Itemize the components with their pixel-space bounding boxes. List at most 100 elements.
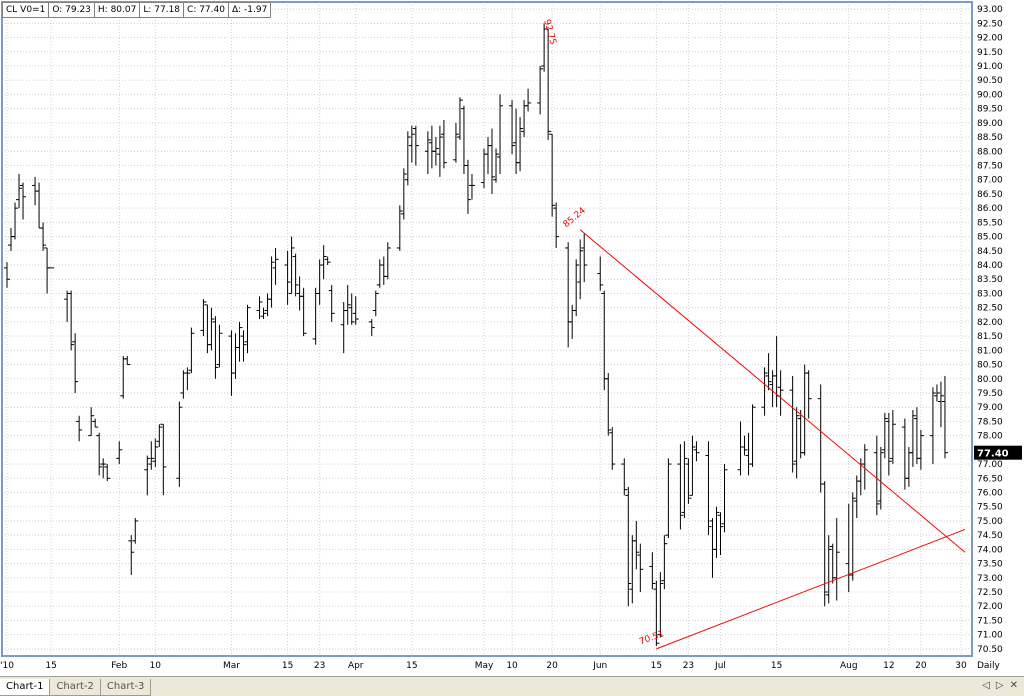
x-tick-label: 20 <box>915 661 927 671</box>
ohlc-bar <box>160 423 167 496</box>
x-tick-label: 10 <box>150 661 162 671</box>
tab-chart-3[interactable]: Chart-3 <box>99 679 152 696</box>
ohlc-bar <box>256 296 263 320</box>
tab-chart-2[interactable]: Chart-2 <box>49 679 101 696</box>
ohlc-bar <box>292 253 299 297</box>
high-value: H: 80.07 <box>95 3 141 17</box>
trendline <box>656 528 966 650</box>
x-tick-label: 23 <box>314 661 325 671</box>
x-tick-label: Feb <box>111 661 127 671</box>
y-tick-label: 74.00 <box>977 545 1003 555</box>
x-tick-label: 20 <box>546 661 558 671</box>
ohlc-bar <box>72 333 79 393</box>
y-tick-label: 73.50 <box>977 560 1003 570</box>
open-value: O: 79.23 <box>49 3 95 17</box>
chart-area[interactable]: 93.00 92.50 92.00 91.50 91.00 90.50 90.00 89.50… <box>0 0 1024 674</box>
y-tick-label: 81.50 <box>977 332 1003 342</box>
ohlc-bar <box>244 304 251 354</box>
y-tick-label: 70.50 <box>977 645 1003 655</box>
y-tick-label: 82.50 <box>977 304 1003 314</box>
ohlc-bar <box>581 233 588 283</box>
ohlc-bar <box>156 424 163 448</box>
ohlc-bar <box>765 353 772 391</box>
y-tick-label: 90.50 <box>977 76 1003 86</box>
y-tick-label: 85.00 <box>977 233 1003 243</box>
ohlc-bar <box>384 242 391 280</box>
y-tick-label: 74.50 <box>977 531 1003 541</box>
y-tick-label: 73.00 <box>977 574 1003 584</box>
ohlc-bar <box>284 250 291 305</box>
ohlc-bar <box>272 247 279 285</box>
y-tick-label: 89.50 <box>977 105 1003 115</box>
ohlc-bar <box>240 330 247 362</box>
ohlc-bar <box>653 580 660 647</box>
y-tick-label: 93.00 <box>977 5 1003 15</box>
y-tick-label: 89.00 <box>977 119 1003 129</box>
ohlc-bar <box>260 307 267 320</box>
ohlc-bar <box>188 327 195 374</box>
y-tick-label: 72.00 <box>977 602 1003 612</box>
ohlc-bar <box>200 299 207 337</box>
ohlc-bar <box>877 447 884 510</box>
ohlc-bar <box>821 481 828 607</box>
period-label: Daily <box>977 661 1000 671</box>
ohlc-bar <box>537 65 544 115</box>
ohlc-bar <box>148 441 155 470</box>
price-chart[interactable]: 93.00 92.50 92.00 91.50 91.00 90.50 90.00 89.50… <box>0 0 1024 674</box>
ohlc-bar <box>4 262 10 288</box>
ohlc-bar <box>849 492 856 581</box>
ohlc-bar <box>937 381 944 428</box>
prev-tab-icon[interactable]: ◁ <box>982 680 990 691</box>
ohlc-bar <box>909 410 916 467</box>
ohlc-bar <box>793 407 800 479</box>
ohlc-bar <box>152 438 159 467</box>
x-tick-label: 10 <box>506 661 518 671</box>
next-tab-icon[interactable]: ▷ <box>995 680 1004 691</box>
ohlc-bar <box>553 202 560 248</box>
x-tick-label: Jun <box>592 661 607 671</box>
ohlc-bar <box>40 222 47 251</box>
ohlc-bar <box>657 572 664 638</box>
x-tick-label: Mar <box>223 661 240 671</box>
change-value: Δ: -1.97 <box>231 5 268 15</box>
ohlc-bar <box>681 441 688 519</box>
ohlc-bar <box>104 464 111 482</box>
x-tick-label: '10 <box>0 661 14 671</box>
ohlc-bar <box>368 319 375 337</box>
y-tick-label: 71.00 <box>977 631 1003 641</box>
ohlc-bar <box>352 296 359 325</box>
close-icon[interactable]: ✕ <box>1009 680 1018 691</box>
ohlc-bar <box>929 387 936 465</box>
ohlc-bar <box>713 506 720 558</box>
ohlc-bar <box>344 284 351 325</box>
ohlc-bar <box>777 370 784 416</box>
y-tick-label: 80.50 <box>977 361 1003 371</box>
ohlc-bar <box>649 552 656 590</box>
y-tick-label: 77.00 <box>977 460 1003 470</box>
ohlc-bar <box>677 444 684 530</box>
ohlc-bar <box>873 435 880 516</box>
ohlc-bar <box>717 512 724 556</box>
ohlc-bar <box>288 236 295 294</box>
ohlc-bar <box>96 432 103 476</box>
ohlc-bar <box>933 384 940 402</box>
ohlc-bar <box>324 256 331 266</box>
tab-navigation: ◁ ▷ ✕ <box>982 680 1018 691</box>
ohlc-bar <box>408 125 415 163</box>
ohlc-bar <box>216 324 223 368</box>
ohlc-bar <box>212 316 219 379</box>
ohlc-bar <box>116 441 123 465</box>
ohlc-bar <box>440 120 447 169</box>
ohlc-bar <box>721 464 728 533</box>
y-tick-label: 78.50 <box>977 417 1003 427</box>
ohlc-bar <box>184 367 191 391</box>
ohlc-bar <box>833 518 840 601</box>
tab-chart-1[interactable]: Chart-1 <box>0 679 51 696</box>
y-tick-label: 78.00 <box>977 432 1003 442</box>
ohlc-bar <box>625 486 632 607</box>
ohlc-bar <box>685 458 692 504</box>
ohlc-bar <box>545 28 552 140</box>
y-tick-label: 76.50 <box>977 474 1003 484</box>
ohlc-bar <box>432 137 439 166</box>
y-tick-label: 91.50 <box>977 48 1003 58</box>
